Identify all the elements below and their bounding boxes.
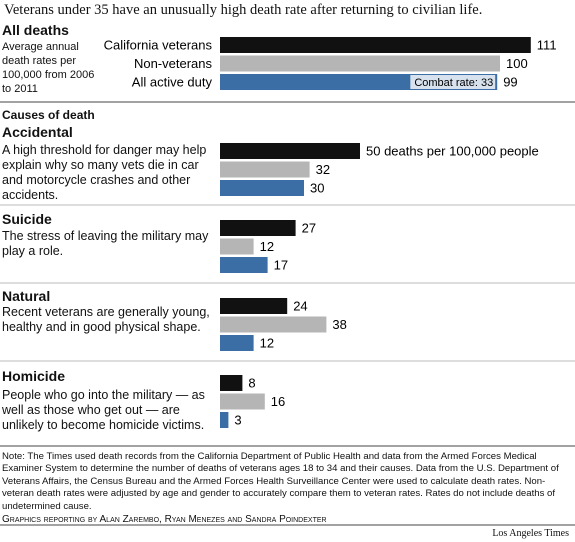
bar (220, 412, 229, 428)
bar (220, 335, 254, 351)
chart-subtitle: A high threshold for danger may help exp… (2, 143, 207, 202)
value-label: 27 (302, 220, 316, 235)
chart-title: Homicide (2, 368, 66, 384)
bar (220, 298, 288, 314)
value-label: 12 (260, 239, 274, 254)
chart-subtitle: People who go into the military — as wel… (2, 388, 205, 432)
category-label: California veterans (104, 37, 213, 52)
value-label: 100 (506, 56, 528, 71)
chart-subtitle: Recent veterans are generally young, hea… (2, 305, 210, 334)
value-label: 3 (234, 412, 241, 427)
annotation-box (410, 75, 496, 89)
value-label: 32 (316, 162, 330, 177)
bar (220, 161, 310, 178)
bar (220, 375, 243, 391)
value-label: 16 (271, 394, 285, 409)
chart-title: All deaths (2, 22, 69, 38)
bar (220, 180, 304, 196)
credit: Graphics reporting by Alan Zarembo, Ryan… (2, 514, 327, 525)
section-title: Causes of death (2, 108, 95, 122)
value-label: 17 (274, 257, 288, 272)
chart-title: Accidental (2, 124, 73, 140)
source: Los Angeles Times (492, 528, 569, 539)
bar (220, 220, 296, 236)
bar (220, 37, 531, 53)
value-label: 50 deaths per 100,000 people (366, 143, 539, 158)
value-label: 30 (310, 180, 324, 195)
annotation: Combat rate: 33 (414, 77, 493, 89)
category-label: All active duty (132, 74, 213, 89)
chart-title: Natural (2, 288, 51, 304)
value-label: 8 (248, 375, 255, 390)
chart-subtitle: Average annual death rates per 100,000 f… (2, 41, 95, 95)
bar (220, 55, 500, 72)
value-label: 12 (260, 335, 274, 350)
bar (220, 316, 327, 333)
bar (220, 238, 254, 255)
chart-title: Suicide (2, 211, 52, 227)
note: Note: The Times used death records from … (2, 451, 559, 512)
bar (220, 393, 265, 410)
chart-subtitle: The stress of leaving the military may p… (2, 229, 209, 258)
value-label: 38 (332, 317, 346, 332)
value-label: 111 (537, 37, 557, 52)
bar (220, 143, 360, 159)
category-label: Non-veterans (134, 56, 213, 71)
headline: Veterans under 35 have an unusually high… (4, 2, 483, 18)
value-label: 99 (503, 74, 517, 89)
value-label: 24 (293, 298, 307, 313)
bar (220, 257, 268, 273)
